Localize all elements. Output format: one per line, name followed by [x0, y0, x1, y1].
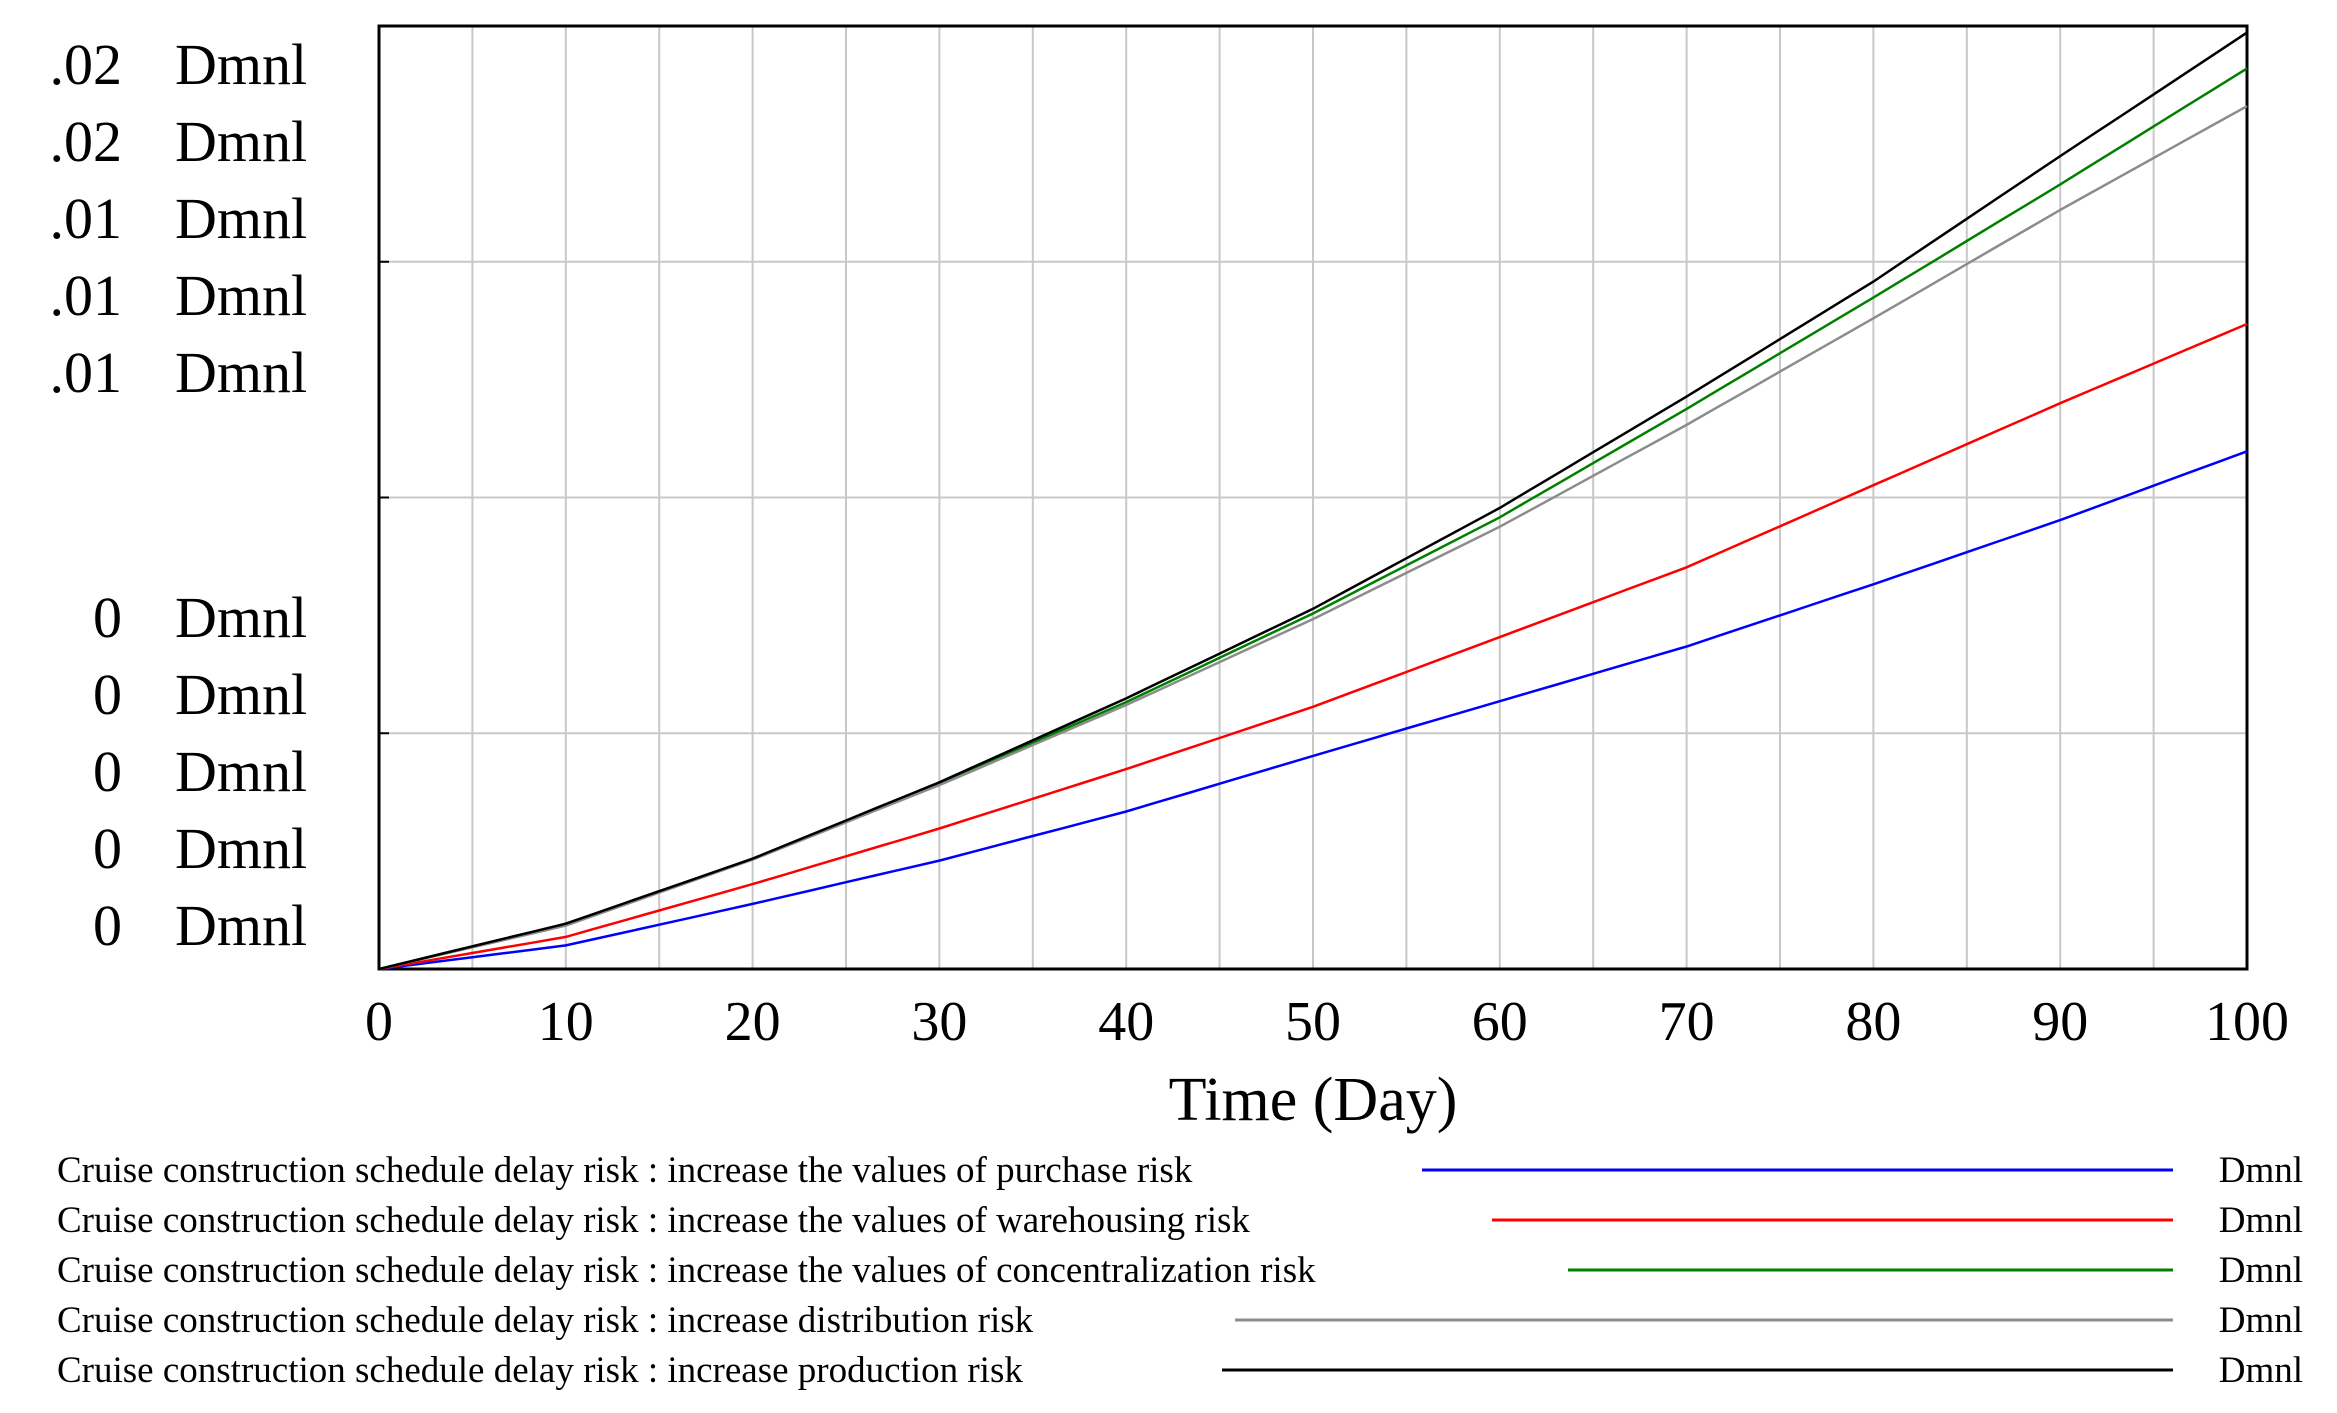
legend-label-2: Cruise construction schedule delay risk …: [57, 1200, 1250, 1241]
x-tick-label: 100: [2205, 991, 2289, 1053]
y-tick-value: .01: [50, 340, 123, 405]
x-axis-title: Time (Day): [1169, 1066, 1458, 1134]
y-tick-value: 0: [93, 662, 122, 727]
legend-label-3: Cruise construction schedule delay risk …: [57, 1250, 1316, 1291]
y-tick-unit: Dmnl: [175, 585, 307, 650]
y-tick-value: .02: [50, 32, 123, 97]
y-tick-value: 0: [93, 893, 122, 958]
x-tick-label: 0: [365, 991, 393, 1053]
y-tick-unit: Dmnl: [175, 739, 307, 804]
y-tick-value: .01: [50, 186, 123, 251]
y-tick-unit: Dmnl: [175, 340, 307, 405]
legend-label-4: Cruise construction schedule delay risk …: [57, 1300, 1034, 1341]
y-tick-unit: Dmnl: [175, 662, 307, 727]
y-tick-value: 0: [93, 739, 122, 804]
x-tick-label: 10: [538, 991, 594, 1053]
series-line-2: [378, 322, 2248, 971]
x-tick-label: 50: [1285, 991, 1341, 1053]
legend-unit-3: Dmnl: [2219, 1250, 2303, 1291]
x-tick-label: 60: [1472, 991, 1528, 1053]
x-tick-label: 20: [725, 991, 781, 1053]
legend-unit-1: Dmnl: [2219, 1150, 2303, 1191]
y-tick-unit: Dmnl: [175, 816, 307, 881]
y-tick-unit: Dmnl: [175, 186, 307, 251]
y-axis-tick-labels: .02 Dmnl .02 Dmnl .01 Dmnl .01 Dmnl .01 Dmnl 0 Dmnl…: [50, 32, 308, 958]
x-axis-tick-labels: 0 10 20 30 40 50 60 70 80 90 100: [365, 991, 2289, 1053]
y-tick-unit: Dmnl: [175, 109, 307, 174]
series-line-1: [378, 450, 2248, 971]
y-tick-value: .01: [50, 263, 123, 328]
x-tick-label: 90: [2032, 991, 2088, 1053]
legend-label-5: Cruise construction schedule delay risk …: [57, 1350, 1023, 1391]
x-tick-label: 30: [911, 991, 967, 1053]
series-lines: [378, 31, 2248, 971]
x-tick-label: 80: [1845, 991, 1901, 1053]
y-tick-value: 0: [93, 585, 122, 650]
x-tick-label: 70: [1659, 991, 1715, 1053]
legend-unit-4: Dmnl: [2219, 1300, 2303, 1341]
legend-unit-5: Dmnl: [2219, 1350, 2303, 1391]
y-tick-value: .02: [50, 109, 123, 174]
plot-grid: [379, 26, 2247, 969]
legend-unit-2: Dmnl: [2219, 1200, 2303, 1241]
legend-label-1: Cruise construction schedule delay risk …: [57, 1150, 1193, 1191]
y-tick-unit: Dmnl: [175, 893, 307, 958]
x-tick-label: 40: [1098, 991, 1154, 1053]
y-tick-value: 0: [93, 816, 122, 881]
legend: Cruise construction schedule delay risk …: [57, 1150, 2303, 1391]
series-line-5: [378, 31, 2248, 971]
y-tick-unit: Dmnl: [175, 32, 307, 97]
y-tick-unit: Dmnl: [175, 263, 307, 328]
plot-frame: [377, 24, 2249, 971]
